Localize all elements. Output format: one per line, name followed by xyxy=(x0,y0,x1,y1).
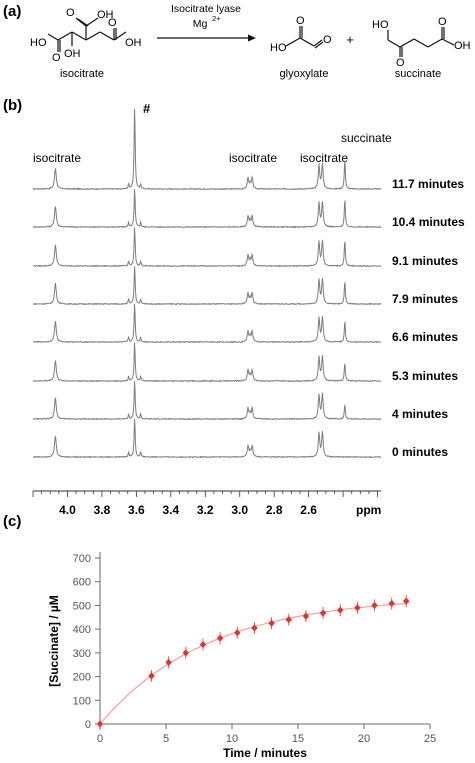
nmr-trace xyxy=(32,188,382,229)
panel-c-label: (c) xyxy=(3,513,21,530)
peak-label-succinate: succinate xyxy=(341,131,392,145)
kinetics-y-tick-label: 700 xyxy=(73,553,91,565)
kinetics-y-tick-label: 0 xyxy=(85,719,91,731)
data-point xyxy=(371,601,378,610)
data-point xyxy=(199,640,207,649)
nmr-time-label: 4 minutes xyxy=(392,407,448,421)
data-point xyxy=(285,616,292,624)
glyoxylate-o-right: O xyxy=(323,34,332,46)
isocitrate-structure xyxy=(47,17,127,52)
nmr-time-labels: 11.7 minutes 10.4 minutes 9.1 minutes 7.9 m… xyxy=(392,177,465,459)
kinetics-axes: 0 100 200 300 400 500 600 700 0 5 10 15 20 25 Time / m… xyxy=(47,552,436,760)
succinate-ho: HO xyxy=(372,19,389,31)
kinetics-x-tick-label: 10 xyxy=(226,733,238,745)
nmr-x-tick-label: 3.6 xyxy=(128,503,145,517)
isocitrate-oh-top: OH xyxy=(97,9,114,21)
data-point xyxy=(216,634,224,642)
nmr-trace xyxy=(32,266,382,306)
nmr-time-label: 7.9 minutes xyxy=(392,292,458,306)
data-point xyxy=(354,604,361,612)
nmr-x-tick-label: 2.8 xyxy=(266,503,283,517)
compound-name-glyoxylate: glyoxylate xyxy=(280,68,329,80)
cofactor-label: Mg xyxy=(193,18,208,30)
data-point xyxy=(96,720,104,728)
cofactor-charge: 2+ xyxy=(212,14,221,23)
peak-label-isocitrate-1: isocitrate xyxy=(33,151,81,165)
enzyme-label: Isocitrate lyase xyxy=(171,3,241,15)
nmr-time-label: 0 minutes xyxy=(392,445,448,459)
data-point xyxy=(302,612,310,620)
data-point xyxy=(148,672,155,680)
peak-label-isocitrate-3: isocitrate xyxy=(300,151,348,165)
nmr-time-label: 10.4 minutes xyxy=(392,215,465,229)
nmr-trace xyxy=(32,418,382,459)
nmr-x-tick-label: 3.0 xyxy=(231,503,248,517)
nmr-time-label: 5.3 minutes xyxy=(392,369,458,383)
nmr-x-tick-label: 2.6 xyxy=(300,503,317,517)
isocitrate-o-right: O xyxy=(108,17,117,29)
isocitrate-ho-left: HO xyxy=(30,37,47,49)
kinetics-x-tick-label: 0 xyxy=(97,733,103,745)
hash-peak-label: # xyxy=(143,101,151,116)
fit-line xyxy=(99,602,407,725)
kinetics-x-tick-label: 5 xyxy=(163,733,169,745)
kinetics-y-tick-label: 300 xyxy=(73,648,91,660)
nmr-trace xyxy=(32,381,382,421)
nmr-time-label: 6.6 minutes xyxy=(392,330,458,344)
glyoxylate-o-top: O xyxy=(296,15,305,27)
nmr-trace xyxy=(32,227,382,268)
kinetics-x-tick-label: 20 xyxy=(358,733,370,745)
data-point xyxy=(403,597,410,605)
isocitrate-o-top: O xyxy=(66,7,75,19)
kinetics-x-tick-label: 15 xyxy=(292,733,304,745)
data-point xyxy=(337,606,344,614)
isocitrate-oh-mid: OH xyxy=(64,48,81,60)
nmr-spectra xyxy=(32,108,382,459)
nmr-trace xyxy=(32,303,382,344)
kinetics-y-tick-label: 500 xyxy=(73,600,91,612)
nmr-x-tick-label: 3.2 xyxy=(197,503,214,517)
succinate-o-top: O xyxy=(438,16,447,28)
kinetics-y-tick-label: 400 xyxy=(73,624,91,636)
kinetics-fit-curve xyxy=(99,602,407,725)
plus-sign: + xyxy=(346,32,354,47)
isocitrate-o-bottom: O xyxy=(52,52,61,64)
data-point xyxy=(388,599,395,608)
panel-a-label: (a) xyxy=(3,3,21,20)
nmr-time-label: 9.1 minutes xyxy=(392,254,458,268)
nmr-trace xyxy=(32,108,382,191)
nmr-x-tick-label: 3.4 xyxy=(162,503,179,517)
glyoxylate-ho: HO xyxy=(270,42,287,54)
data-point xyxy=(234,629,241,637)
reaction-arrow xyxy=(157,34,256,42)
nmr-x-tick-label: 3.8 xyxy=(94,503,111,517)
nmr-x-tick-label: 4.0 xyxy=(59,503,76,517)
kinetics-x-axis-label: Time / minutes xyxy=(223,746,307,760)
kinetics-y-tick-label: 100 xyxy=(73,695,91,707)
nmr-trace xyxy=(32,342,381,383)
kinetics-x-tick-label: 25 xyxy=(424,733,436,745)
data-point xyxy=(251,624,258,632)
succinate-o-bottom: O xyxy=(396,57,405,69)
kinetics-data-points xyxy=(96,595,410,730)
peak-label-isocitrate-2: isocitrate xyxy=(229,151,277,165)
isocitrate-oh-right: OH xyxy=(125,37,142,49)
glyoxylate-structure xyxy=(285,26,324,49)
kinetics-y-tick-label: 600 xyxy=(73,577,91,589)
kinetics-y-tick-label: 200 xyxy=(73,672,91,684)
nmr-x-axis: 4.0 3.8 3.6 3.4 3.2 3.0 2.8 2.6 ppm xyxy=(32,490,381,517)
succinate-oh: OH xyxy=(454,40,471,52)
compound-name-succinate: succinate xyxy=(395,68,441,80)
nmr-x-axis-unit: ppm xyxy=(356,503,381,517)
panel-b-label: (b) xyxy=(3,97,22,114)
data-point xyxy=(268,619,275,627)
succinate-structure xyxy=(387,27,455,57)
data-point xyxy=(182,649,189,657)
compound-name-isocitrate: isocitrate xyxy=(60,68,104,80)
kinetics-y-axis-label: [Succinate] / µM xyxy=(47,595,61,687)
nmr-time-label: 11.7 minutes xyxy=(392,177,464,191)
data-point xyxy=(319,609,327,617)
data-point xyxy=(165,658,172,666)
